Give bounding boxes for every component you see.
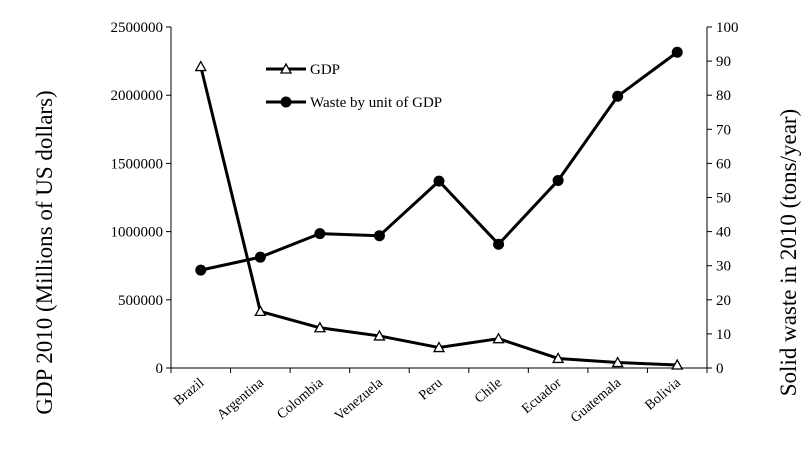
x-tick-label: Guatemala (568, 375, 625, 426)
y-right-tick-label: 70 (716, 122, 731, 138)
y-left-tick-label: 0 (156, 361, 164, 377)
x-tick-label: Ecuador (519, 375, 565, 417)
legend-marker-waste (280, 96, 292, 108)
waste-point (195, 264, 207, 276)
y-right-tick-label: 80 (716, 88, 731, 104)
gdp-point (373, 329, 386, 341)
legend: GDP Waste by unit of GDP (266, 62, 442, 111)
y-right-tick-label: 30 (716, 259, 731, 275)
y-left-tick-label: 1500000 (111, 156, 164, 172)
waste-point (314, 228, 326, 240)
waste-point (493, 238, 505, 250)
legend-marker-gdp (279, 62, 293, 74)
x-tick-label: Peru (416, 376, 445, 404)
legend-label-2: Waste by unit of GDP (310, 95, 442, 111)
series-group (194, 46, 684, 370)
x-tick-label: Chile (472, 376, 505, 407)
legend-label-1: GDP (310, 62, 340, 78)
waste-point (254, 251, 266, 263)
y-axis-left-title: GDP 2010 (Millions of US dollars) (32, 90, 57, 414)
gdp-point (194, 60, 207, 72)
waste-point (433, 175, 445, 187)
y-right-tick-label: 20 (716, 293, 731, 309)
x-tick-label: Argentina (215, 375, 268, 423)
y-left-tick-label: 2500000 (111, 20, 164, 36)
x-tick-label: Brazil (171, 376, 207, 410)
x-tick-label: Colombia (275, 375, 328, 422)
waste-point (612, 90, 624, 102)
gdp-point (313, 321, 326, 333)
y-right-tick-label: 10 (716, 327, 731, 343)
y-right-tick-label: 0 (716, 361, 724, 377)
gdp-point (492, 332, 505, 344)
y-right-tick-label: 90 (716, 54, 731, 70)
x-tick-label: Bolivia (643, 375, 685, 413)
gdp-point (254, 305, 267, 317)
gdp-point (671, 358, 684, 370)
gdp-point (432, 341, 446, 353)
y-left-tick-label: 500000 (118, 293, 163, 309)
y-left-tick-label: 2000000 (111, 88, 164, 104)
y-right-tick-label: 40 (716, 225, 731, 241)
waste-point (373, 230, 385, 242)
y-right-tick-label: 100 (716, 20, 739, 36)
y-axis-right-title: Solid waste in 2010 (tons/year) (776, 109, 801, 396)
x-tick-label: Venezuela (332, 375, 386, 424)
y-right-tick-label: 50 (716, 191, 731, 207)
y-right-tick-label: 60 (716, 156, 731, 172)
axes (166, 26, 712, 373)
gdp-point (552, 352, 565, 364)
y-left-tick-label: 1000000 (111, 225, 164, 241)
series-line-2 (200, 51, 679, 272)
waste-point (552, 174, 564, 186)
waste-point (671, 46, 683, 58)
gdp-point (611, 356, 624, 368)
